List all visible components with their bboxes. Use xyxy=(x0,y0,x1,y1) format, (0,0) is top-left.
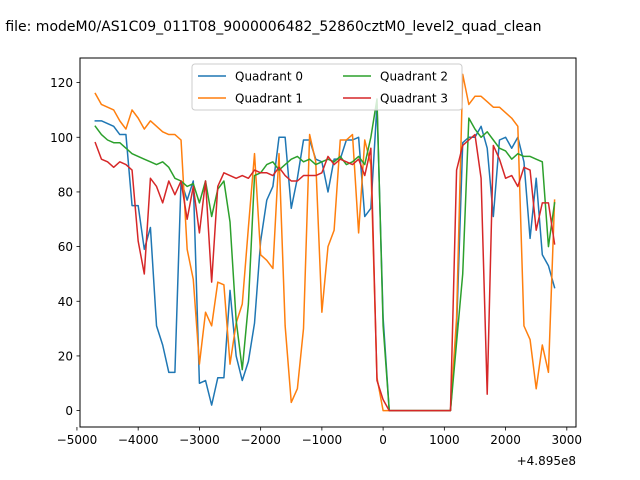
y-tick-label: 40 xyxy=(58,295,73,309)
x-tick-label: −1000 xyxy=(302,433,343,447)
legend-box xyxy=(191,63,463,111)
legend-label: Quadrant 1 xyxy=(235,92,303,106)
y-tick-label: 0 xyxy=(65,404,73,418)
chart-title: n file: modeM0/AS1C09_011T08_9000006482_… xyxy=(0,19,541,35)
legend: Quadrant 0 Quadrant 1 Quadrant 2 Quadrant 3 xyxy=(191,63,463,111)
series-line-quadrant-2 xyxy=(94,98,556,412)
x-tick-label: −5000 xyxy=(57,433,98,447)
series-line-quadrant-0 xyxy=(94,103,556,412)
x-tick-label: −4000 xyxy=(118,433,159,447)
x-tick-label: −2000 xyxy=(240,433,281,447)
x-tick-label: 0 xyxy=(379,433,387,447)
x-tick-label: −3000 xyxy=(179,433,220,447)
x-axis-offset-label: +4.895e8 xyxy=(517,454,576,468)
legend-label: Quadrant 3 xyxy=(380,92,448,106)
x-tick-label: 2000 xyxy=(490,433,521,447)
plot-frame xyxy=(79,57,577,428)
y-tick-label: 80 xyxy=(58,185,73,199)
series-line-quadrant-1 xyxy=(94,73,556,412)
y-tick-label: 120 xyxy=(50,76,73,90)
x-tick-label: 3000 xyxy=(552,433,583,447)
legend-label: Quadrant 2 xyxy=(380,70,448,84)
x-tick-label: 1000 xyxy=(429,433,460,447)
y-axis: 0 20 40 60 80 100 120 xyxy=(50,76,80,418)
y-tick-label: 20 xyxy=(58,349,73,363)
y-tick-label: 100 xyxy=(50,131,73,145)
y-tick-label: 60 xyxy=(58,240,73,254)
legend-label: Quadrant 0 xyxy=(235,70,303,84)
series-line-quadrant-3 xyxy=(94,133,556,412)
series-lines xyxy=(94,73,556,412)
x-axis: −5000 −4000 −3000 −2000 −1000 0 1000 2000 3000 xyxy=(57,427,582,447)
